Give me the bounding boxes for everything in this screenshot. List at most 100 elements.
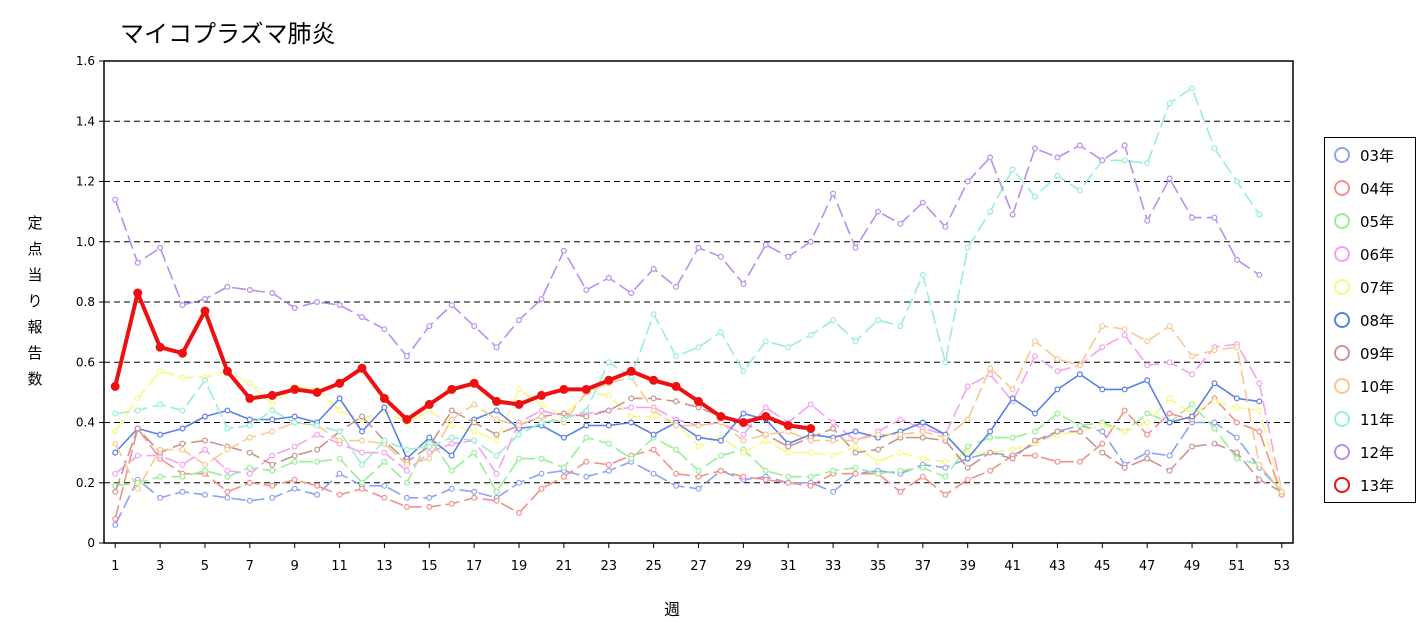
data-point (515, 422, 522, 429)
data-point (179, 461, 186, 468)
data-point (852, 464, 859, 471)
data-point (134, 407, 141, 414)
data-point (987, 467, 994, 474)
legend-label: 06年 (1360, 245, 1395, 264)
data-point (1031, 410, 1038, 417)
data-point (179, 374, 186, 381)
data-point (202, 437, 209, 444)
data-point (157, 431, 164, 438)
data-point (897, 488, 904, 495)
legend-label: 03年 (1360, 146, 1395, 165)
data-point (291, 413, 298, 420)
data-point (112, 196, 119, 203)
data-point (493, 431, 500, 438)
data-point (1233, 455, 1240, 462)
legend-label: 12年 (1360, 443, 1395, 462)
data-point (740, 368, 747, 375)
x-tick-label: 43 (1049, 559, 1066, 574)
data-point (290, 384, 300, 394)
data-point (202, 296, 209, 303)
x-tick-label: 19 (511, 559, 528, 574)
y-tick-label: 1.0 (76, 235, 95, 249)
legend-label: 04年 (1360, 179, 1395, 198)
data-point (650, 407, 657, 414)
data-point (1121, 428, 1128, 435)
data-point (740, 449, 747, 456)
data-point (359, 314, 366, 321)
data-point (830, 452, 837, 459)
data-point (1256, 211, 1263, 218)
legend-marker-icon (1334, 246, 1350, 262)
data-point (469, 378, 479, 388)
data-point (785, 344, 792, 351)
data-point (695, 485, 702, 492)
data-point (964, 244, 971, 251)
legend-marker-icon (1334, 444, 1350, 460)
data-point (403, 503, 410, 510)
data-point (179, 425, 186, 432)
data-point (224, 467, 231, 474)
legend-label: 05年 (1360, 212, 1395, 231)
data-point (426, 434, 433, 441)
data-point (202, 467, 209, 474)
data-point (942, 223, 949, 230)
data-point (897, 416, 904, 423)
legend-item: 09年 (1334, 339, 1394, 367)
data-point (942, 458, 949, 465)
y-tick-label: 1.4 (76, 114, 95, 128)
data-point (1031, 338, 1038, 345)
data-point (605, 440, 612, 447)
data-point (515, 509, 522, 516)
data-point (740, 437, 747, 444)
data-point (515, 431, 522, 438)
data-point (336, 455, 343, 462)
legend-item: 12年 (1334, 438, 1394, 466)
data-point (336, 302, 343, 309)
data-point (874, 470, 881, 477)
data-point (157, 368, 164, 375)
x-tick-label: 9 (291, 559, 299, 574)
data-point (1256, 380, 1263, 387)
data-point (830, 488, 837, 495)
x-tick-label: 29 (735, 559, 752, 574)
legend-label: 13年 (1360, 476, 1395, 495)
data-point (919, 455, 926, 462)
data-point (560, 473, 567, 480)
data-point (1188, 401, 1195, 408)
data-point (291, 476, 298, 483)
data-point (964, 455, 971, 462)
y-tick-label: 0.4 (76, 416, 95, 430)
data-point (1054, 356, 1061, 363)
data-point (493, 470, 500, 477)
data-point (157, 244, 164, 251)
data-point (1121, 142, 1128, 149)
data-point (987, 154, 994, 161)
data-point (134, 259, 141, 266)
data-point (112, 440, 119, 447)
data-point (202, 446, 209, 453)
data-point (942, 473, 949, 480)
data-point (830, 437, 837, 444)
data-point (112, 515, 119, 522)
data-point (1121, 407, 1128, 414)
data-point (179, 302, 186, 309)
data-point (269, 494, 276, 501)
data-point (493, 437, 500, 444)
y-tick-label: 1.2 (76, 175, 95, 189)
x-tick-label: 23 (600, 559, 617, 574)
data-point (314, 482, 321, 489)
data-point (1256, 407, 1263, 414)
data-point (852, 338, 859, 345)
data-point (762, 476, 769, 483)
data-point (605, 359, 612, 366)
x-tick-label: 33 (825, 559, 842, 574)
data-point (448, 485, 455, 492)
data-point (269, 407, 276, 414)
x-tick-label: 53 (1274, 559, 1291, 574)
data-point (179, 407, 186, 414)
data-point (1144, 449, 1151, 456)
data-point (717, 437, 724, 444)
legend-label: 07年 (1360, 278, 1395, 297)
data-point (852, 437, 859, 444)
data-point (1099, 157, 1106, 164)
